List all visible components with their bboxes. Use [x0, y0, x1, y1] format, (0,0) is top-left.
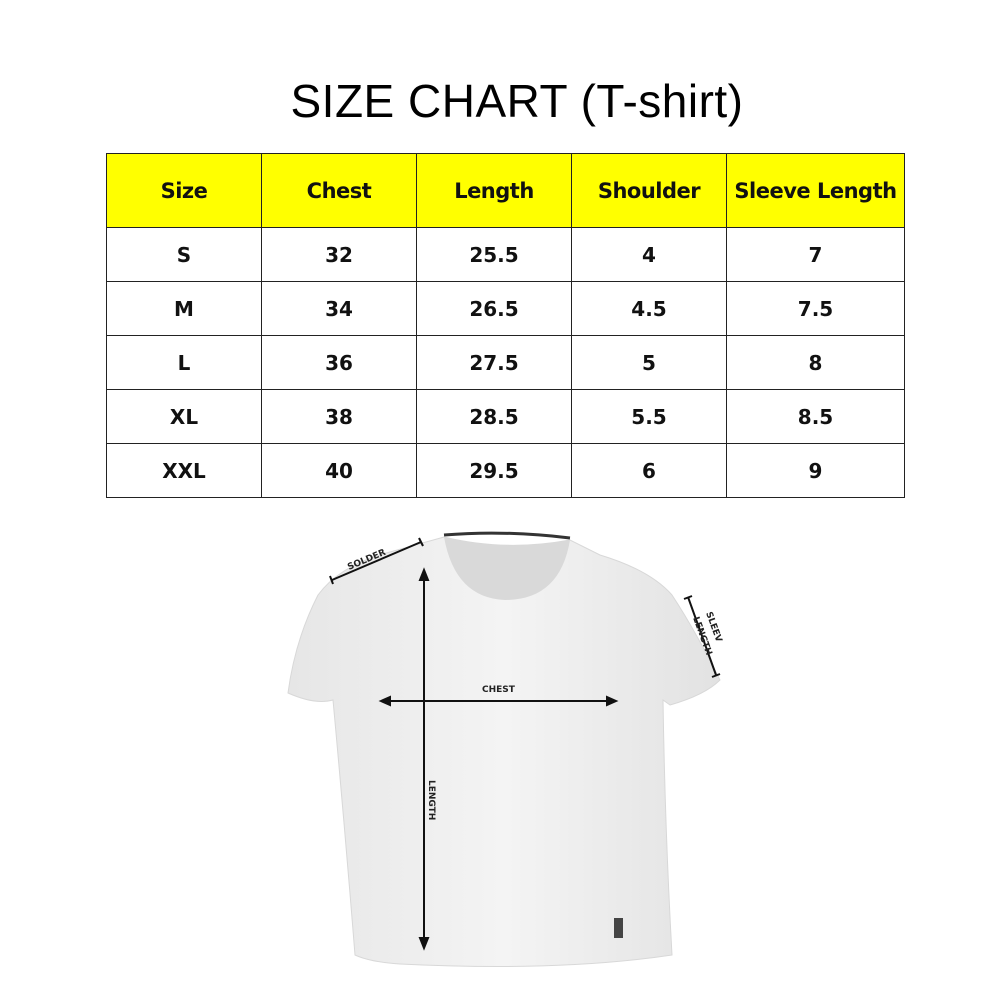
table-row: XL 38 28.5 5.5 8.5 [106, 389, 905, 444]
collar-trim [443, 531, 571, 540]
cell-size: S [106, 227, 262, 282]
cell-chest: 38 [261, 389, 417, 444]
cell-chest: 40 [261, 443, 417, 498]
cell-sleeve-length: 7 [726, 227, 905, 282]
cell-sleeve-length: 7.5 [726, 281, 905, 336]
tshirt-measurement-diagram: SOLDER SLEEV LENGTH CHEST LENGTH [287, 531, 723, 968]
header-size: Size [106, 153, 262, 228]
cell-sleeve-length: 8 [726, 335, 905, 390]
tshirt-body [287, 536, 721, 968]
cell-chest: 36 [261, 335, 417, 390]
header-sleeve-length: Sleeve Length [726, 153, 905, 228]
header-chest: Chest [261, 153, 417, 228]
table-row: M 34 26.5 4.5 7.5 [106, 281, 905, 336]
chest-label: CHEST [482, 685, 516, 695]
cell-length: 28.5 [416, 389, 572, 444]
cell-size: L [106, 335, 262, 390]
cell-length: 27.5 [416, 335, 572, 390]
table-row: L 36 27.5 5 8 [106, 335, 905, 390]
cell-size: M [106, 281, 262, 336]
header-shoulder: Shoulder [571, 153, 727, 228]
cell-sleeve-length: 9 [726, 443, 905, 498]
brand-tag [614, 918, 623, 938]
cell-chest: 32 [261, 227, 417, 282]
cell-length: 26.5 [416, 281, 572, 336]
shoulder-measure-line [331, 541, 422, 581]
cell-shoulder: 5 [571, 335, 727, 390]
cell-size: XXL [106, 443, 262, 498]
table-row: S 32 25.5 4 7 [106, 227, 905, 282]
cell-shoulder: 4.5 [571, 281, 727, 336]
cell-shoulder: 5.5 [571, 389, 727, 444]
cell-chest: 34 [261, 281, 417, 336]
header-length: Length [416, 153, 572, 228]
sleeve-measure-line [687, 596, 717, 676]
tshirt-neck-inner [444, 537, 570, 600]
size-chart-table: Size Chest Length Shoulder Sleeve Length… [106, 153, 905, 498]
cell-shoulder: 6 [571, 443, 727, 498]
page-title: SIZE CHART (T-shirt) [290, 75, 744, 127]
table-row: XXL 40 29.5 6 9 [106, 443, 905, 498]
cell-size: XL [106, 389, 262, 444]
cell-length: 25.5 [416, 227, 572, 282]
cell-shoulder: 4 [571, 227, 727, 282]
table-header-row: Size Chest Length Shoulder Sleeve Length [106, 153, 905, 228]
cell-length: 29.5 [416, 443, 572, 498]
length-label: LENGTH [426, 780, 436, 820]
cell-sleeve-length: 8.5 [726, 389, 905, 444]
